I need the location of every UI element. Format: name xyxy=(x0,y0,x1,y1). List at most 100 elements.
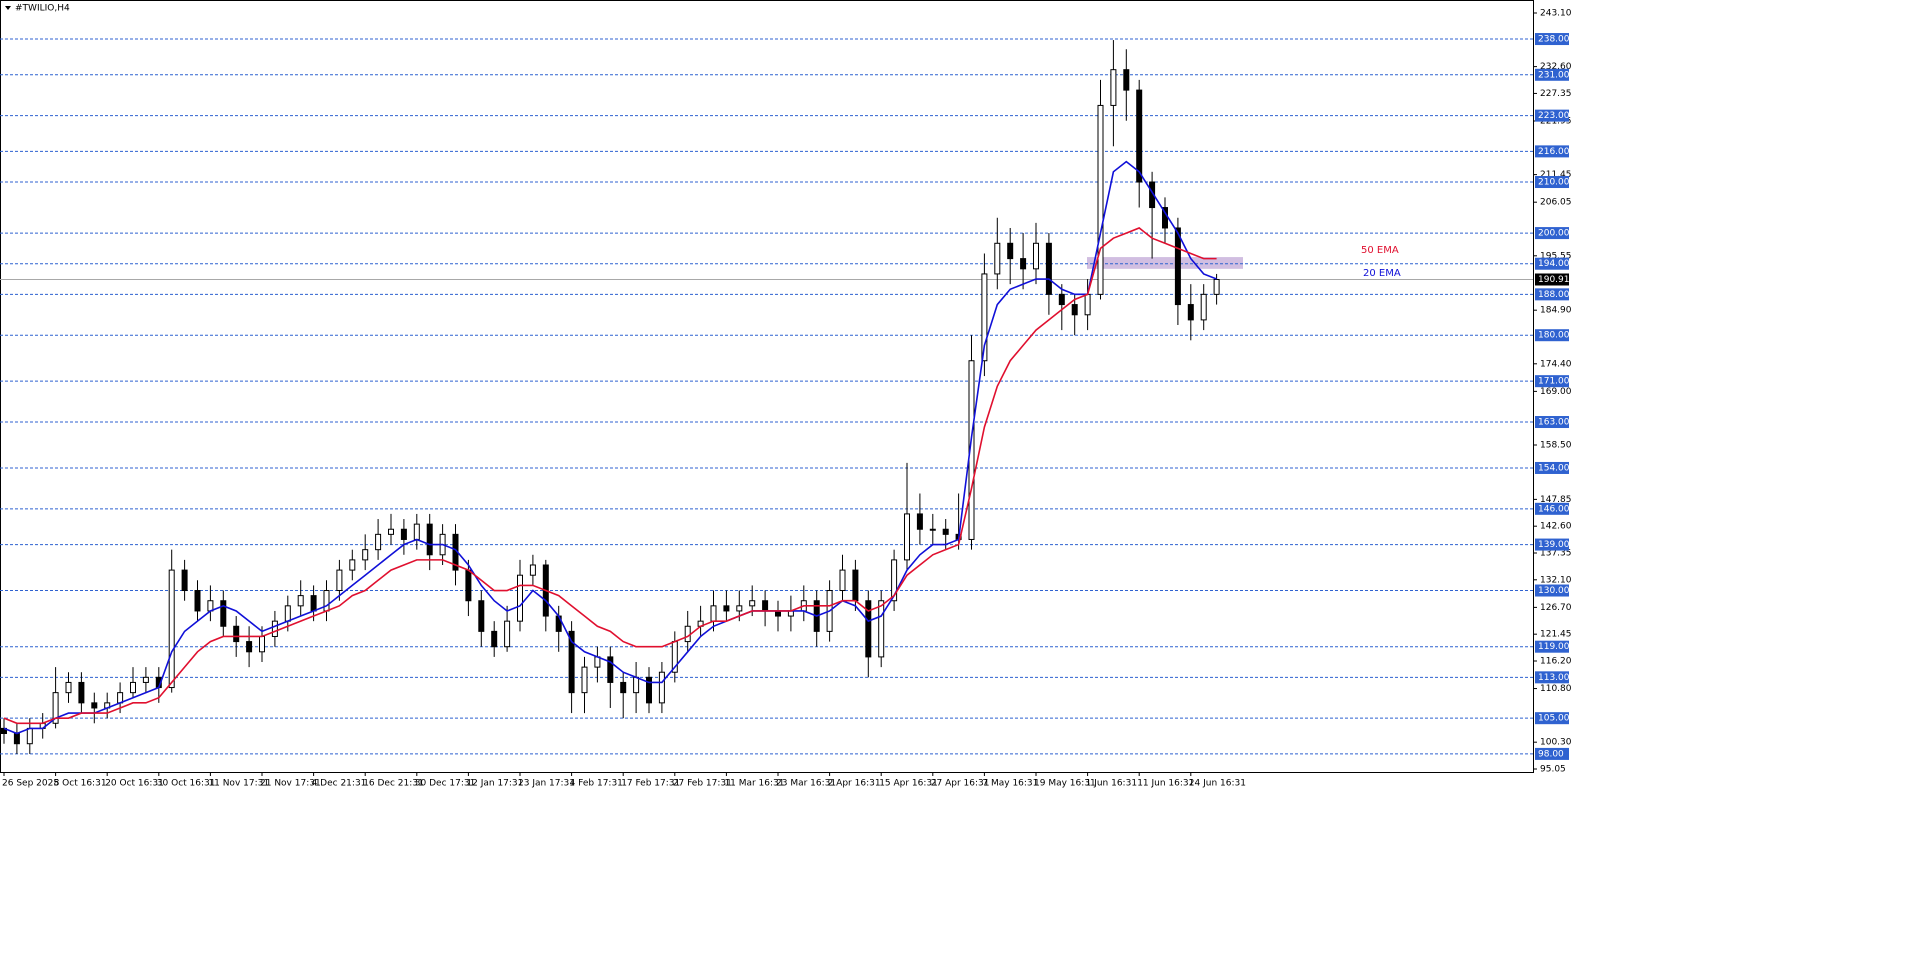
candle-body xyxy=(684,625,691,643)
candle-body xyxy=(246,641,253,653)
candle-body xyxy=(1123,69,1130,91)
y-tick-label: 100.30 xyxy=(1540,738,1572,748)
level-label-box xyxy=(1535,584,1569,597)
level-label-box xyxy=(1535,416,1569,429)
y-tick-label: 206.05 xyxy=(1540,198,1572,208)
level-label: 216.00 xyxy=(1538,147,1570,157)
level-label-box xyxy=(1535,712,1569,725)
candle-body xyxy=(994,242,1001,275)
level-label-box xyxy=(1535,288,1569,301)
level-label-box xyxy=(1535,33,1569,46)
candle-body xyxy=(1007,242,1014,260)
candle-body xyxy=(362,549,369,561)
x-tick-label: 1 Jun 16:31 xyxy=(1086,779,1137,789)
candle-body xyxy=(504,620,511,648)
level-label-box xyxy=(1535,329,1569,342)
y-tick-label: 184.90 xyxy=(1540,306,1572,316)
candle-body xyxy=(1084,293,1091,316)
level-label: 188.00 xyxy=(1538,290,1570,300)
candle-body xyxy=(658,671,665,704)
level-label: 194.00 xyxy=(1538,259,1570,269)
candle-body xyxy=(736,605,743,612)
zone xyxy=(1087,257,1243,269)
level-label: 146.00 xyxy=(1538,504,1570,514)
ema-line xyxy=(3,227,1217,725)
x-tick-label: 8 Oct 16:31 xyxy=(54,779,107,789)
candle-body xyxy=(310,595,317,612)
x-tick-label: 7 May 16:31 xyxy=(982,779,1038,789)
candle-body xyxy=(942,528,949,535)
y-tick-label: 227.35 xyxy=(1540,89,1572,99)
candle-body xyxy=(233,625,240,643)
candle-body xyxy=(762,600,769,612)
x-tick-label: 11 Nov 17:31 xyxy=(208,779,269,789)
candle-body xyxy=(65,681,72,694)
level-label: 238.00 xyxy=(1538,35,1570,45)
level-label: 139.00 xyxy=(1538,540,1570,550)
x-tick-label: 16 Dec 21:31 xyxy=(363,779,424,789)
level-label-box xyxy=(1535,109,1569,122)
x-tick-label: 30 Oct 16:31 xyxy=(157,779,216,789)
candle-body xyxy=(1045,242,1052,295)
x-tick-label: 27 Feb 17:31 xyxy=(673,779,732,789)
chart-title: #TWILIO,H4 xyxy=(15,4,70,14)
current-price-box xyxy=(1535,273,1569,286)
candle-body xyxy=(517,574,523,622)
candle-body xyxy=(259,635,265,653)
candle-body xyxy=(426,523,433,556)
candle-body xyxy=(13,732,20,745)
x-tick-label: 4 Feb 17:31 xyxy=(570,779,623,789)
candle-body xyxy=(52,692,59,724)
level-label-box xyxy=(1535,671,1569,684)
candle-body xyxy=(142,676,149,683)
candle-body xyxy=(620,681,627,694)
candle-body xyxy=(26,727,33,745)
level-label-box xyxy=(1535,502,1569,515)
level-label-box xyxy=(1535,640,1569,653)
candle-body xyxy=(220,600,227,627)
candle-body xyxy=(929,528,936,531)
candle-body xyxy=(1071,304,1078,316)
candle-body xyxy=(878,600,885,658)
y-tick-label: 142.60 xyxy=(1540,522,1572,532)
candle-body xyxy=(568,630,575,694)
current-price-label: 190.91 xyxy=(1538,275,1570,285)
y-tick-label: 132.10 xyxy=(1540,575,1572,585)
level-label: 119.00 xyxy=(1538,642,1570,652)
level-label: 210.00 xyxy=(1538,178,1570,188)
y-tick-label: 137.35 xyxy=(1540,548,1572,558)
candle-body xyxy=(839,569,846,592)
x-tick-label: 23 Mar 16:31 xyxy=(776,779,836,789)
candle-body xyxy=(349,559,356,571)
candle-body xyxy=(297,595,304,607)
candle-body xyxy=(323,590,330,612)
candle-body xyxy=(1033,242,1039,270)
level-label: 180.00 xyxy=(1538,331,1570,341)
candle-body xyxy=(388,528,394,535)
level-label: 113.00 xyxy=(1538,673,1570,683)
x-tick-label: 27 Apr 16:31 xyxy=(931,779,990,789)
candle-body xyxy=(1187,304,1194,321)
candle-body xyxy=(375,533,382,551)
x-tick-label: 19 May 16:31 xyxy=(1034,779,1096,789)
level-label-box xyxy=(1535,375,1569,388)
candle-body xyxy=(465,569,472,602)
candle-body xyxy=(646,676,652,704)
level-label: 171.00 xyxy=(1538,377,1570,387)
level-label-box xyxy=(1535,538,1569,551)
x-tick-label: 24 Jun 16:31 xyxy=(1189,779,1246,789)
y-tick-label: 211.45 xyxy=(1540,170,1572,180)
x-tick-label: 12 Jan 17:31 xyxy=(466,779,523,789)
y-tick-label: 121.45 xyxy=(1540,630,1572,640)
level-label: 163.00 xyxy=(1538,418,1570,428)
level-label: 200.00 xyxy=(1538,229,1570,239)
level-label: 231.00 xyxy=(1538,70,1570,80)
y-tick-label: 158.50 xyxy=(1540,440,1572,450)
ema-line xyxy=(3,160,1217,735)
level-label: 154.00 xyxy=(1538,463,1570,473)
candle-body xyxy=(1174,227,1181,306)
x-tick-label: 30 Dec 17:31 xyxy=(415,779,476,789)
candle-body xyxy=(968,360,975,540)
